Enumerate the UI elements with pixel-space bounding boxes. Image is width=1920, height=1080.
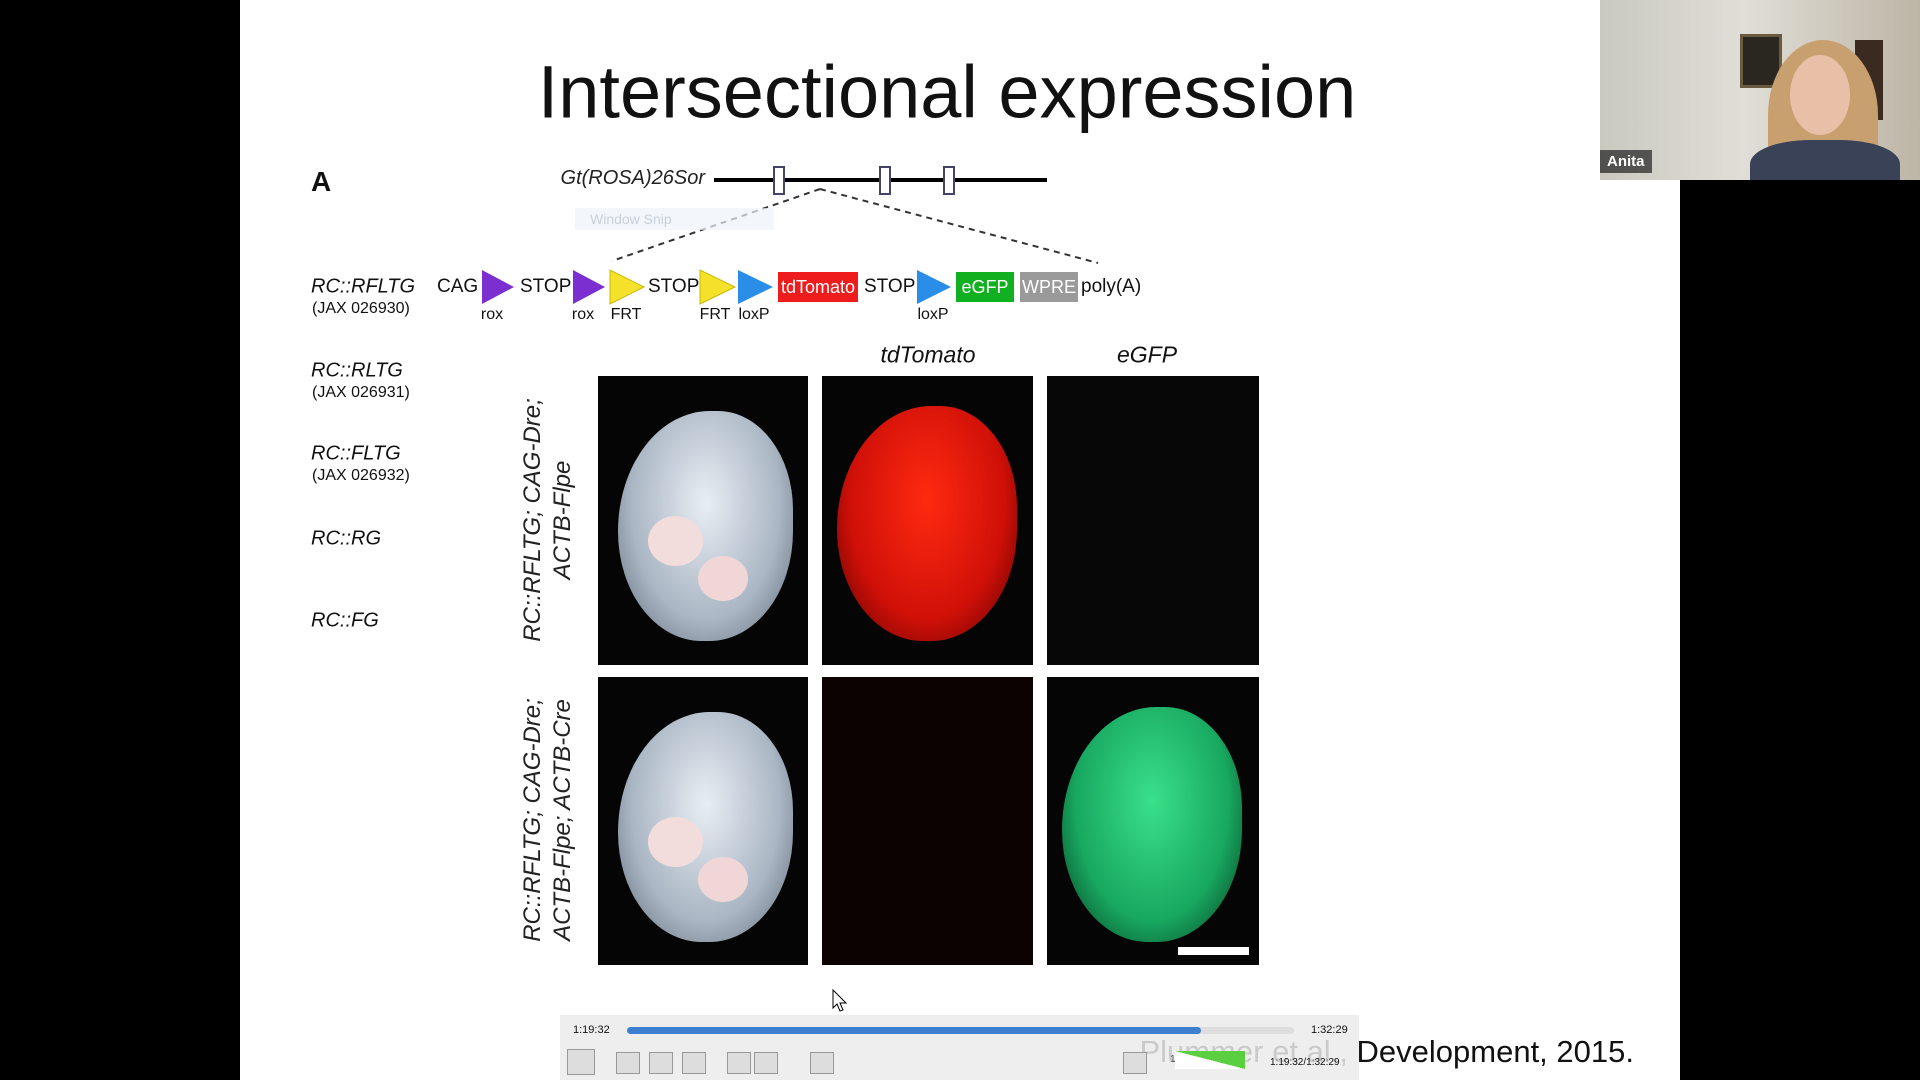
fullscreen-button[interactable] [810, 1052, 834, 1074]
construct-element: STOP [864, 276, 916, 297]
construct-element: STOP [520, 276, 572, 297]
column-header: tdTomato [880, 341, 976, 368]
allele-name: RC::RG [311, 527, 381, 550]
column-header: eGFP [1116, 341, 1178, 368]
genotype-line: ACTB-Flpe [549, 460, 576, 580]
aspect-button[interactable] [1123, 1052, 1147, 1074]
stop-button[interactable] [649, 1052, 673, 1074]
total-time: 1:32:29 [1311, 1024, 1348, 1036]
genotype-line: RC::RFLTG; CAG-Dre; [519, 698, 546, 942]
frame-back-button[interactable] [727, 1052, 751, 1074]
site-label: FRT [610, 306, 642, 323]
time-display: 1:19:32/1:32:29 [1270, 1057, 1340, 1068]
volume-slider[interactable] [1175, 1051, 1245, 1069]
prev-button[interactable] [616, 1052, 640, 1074]
slide-title: Intersectional expression [537, 50, 1357, 134]
tdtomato-image [822, 376, 1033, 665]
genotype-line: ACTB-Flpe; ACTB-Cre [549, 699, 576, 941]
participant-shirt [1750, 140, 1900, 180]
genotype-line: RC::RFLTG; CAG-Dre; [519, 398, 546, 642]
allele-name: RC::FG [311, 609, 379, 632]
row-genotype: RC::RFLTG; CAG-Dre; ACTB-Flpe [518, 398, 578, 642]
progress-fill [627, 1027, 1201, 1034]
site-label: loxP [917, 306, 949, 323]
frame-forward-button[interactable] [754, 1052, 778, 1074]
site-label: FRT [699, 306, 731, 323]
construct-element: STOP [648, 276, 700, 297]
allele-jax: (JAX 026930) [312, 300, 410, 317]
media-player: 1:19:32 1:32:29 100% 1:19:32/1:32:29 [560, 1015, 1359, 1080]
egfp-box: eGFP [956, 272, 1014, 302]
site-label: rox [571, 306, 595, 323]
panel-label: A [311, 166, 332, 197]
construct-element: CAG [437, 276, 479, 297]
participant-video: Anita [1600, 0, 1920, 180]
egfp-image [1047, 677, 1259, 965]
progress-track[interactable] [627, 1027, 1294, 1034]
tdtomato-box: tdTomato [778, 272, 858, 302]
participant-name: Anita [1600, 150, 1652, 173]
allele-name: RC::FLTG [311, 442, 401, 465]
site-label: rox [480, 306, 504, 323]
elapsed-time: 1:19:32 [573, 1024, 610, 1036]
allele-name: RC::RLTG [311, 359, 403, 382]
allele-jax: (JAX 026931) [312, 384, 410, 401]
allele-name: RC::RFLTG [311, 275, 416, 298]
site-label: loxP [738, 306, 770, 323]
participant-face [1790, 55, 1850, 135]
window-snip-label: Window Snip [590, 211, 672, 227]
locus-label: Gt(ROSA)26Sor [560, 167, 705, 189]
wpre-box: WPRE [1020, 272, 1078, 302]
tdtomato-image [822, 677, 1033, 965]
row-genotype: RC::RFLTG; CAG-Dre; ACTB-Flpe; ACTB-Cre [518, 698, 578, 942]
brightfield-image [598, 376, 808, 665]
play-button[interactable] [567, 1049, 595, 1075]
next-button[interactable] [682, 1052, 706, 1074]
egfp-image [1047, 376, 1259, 665]
allele-jax: (JAX 026932) [312, 467, 410, 484]
construct-element: poly(A) [1081, 276, 1142, 297]
brightfield-image [598, 677, 808, 965]
